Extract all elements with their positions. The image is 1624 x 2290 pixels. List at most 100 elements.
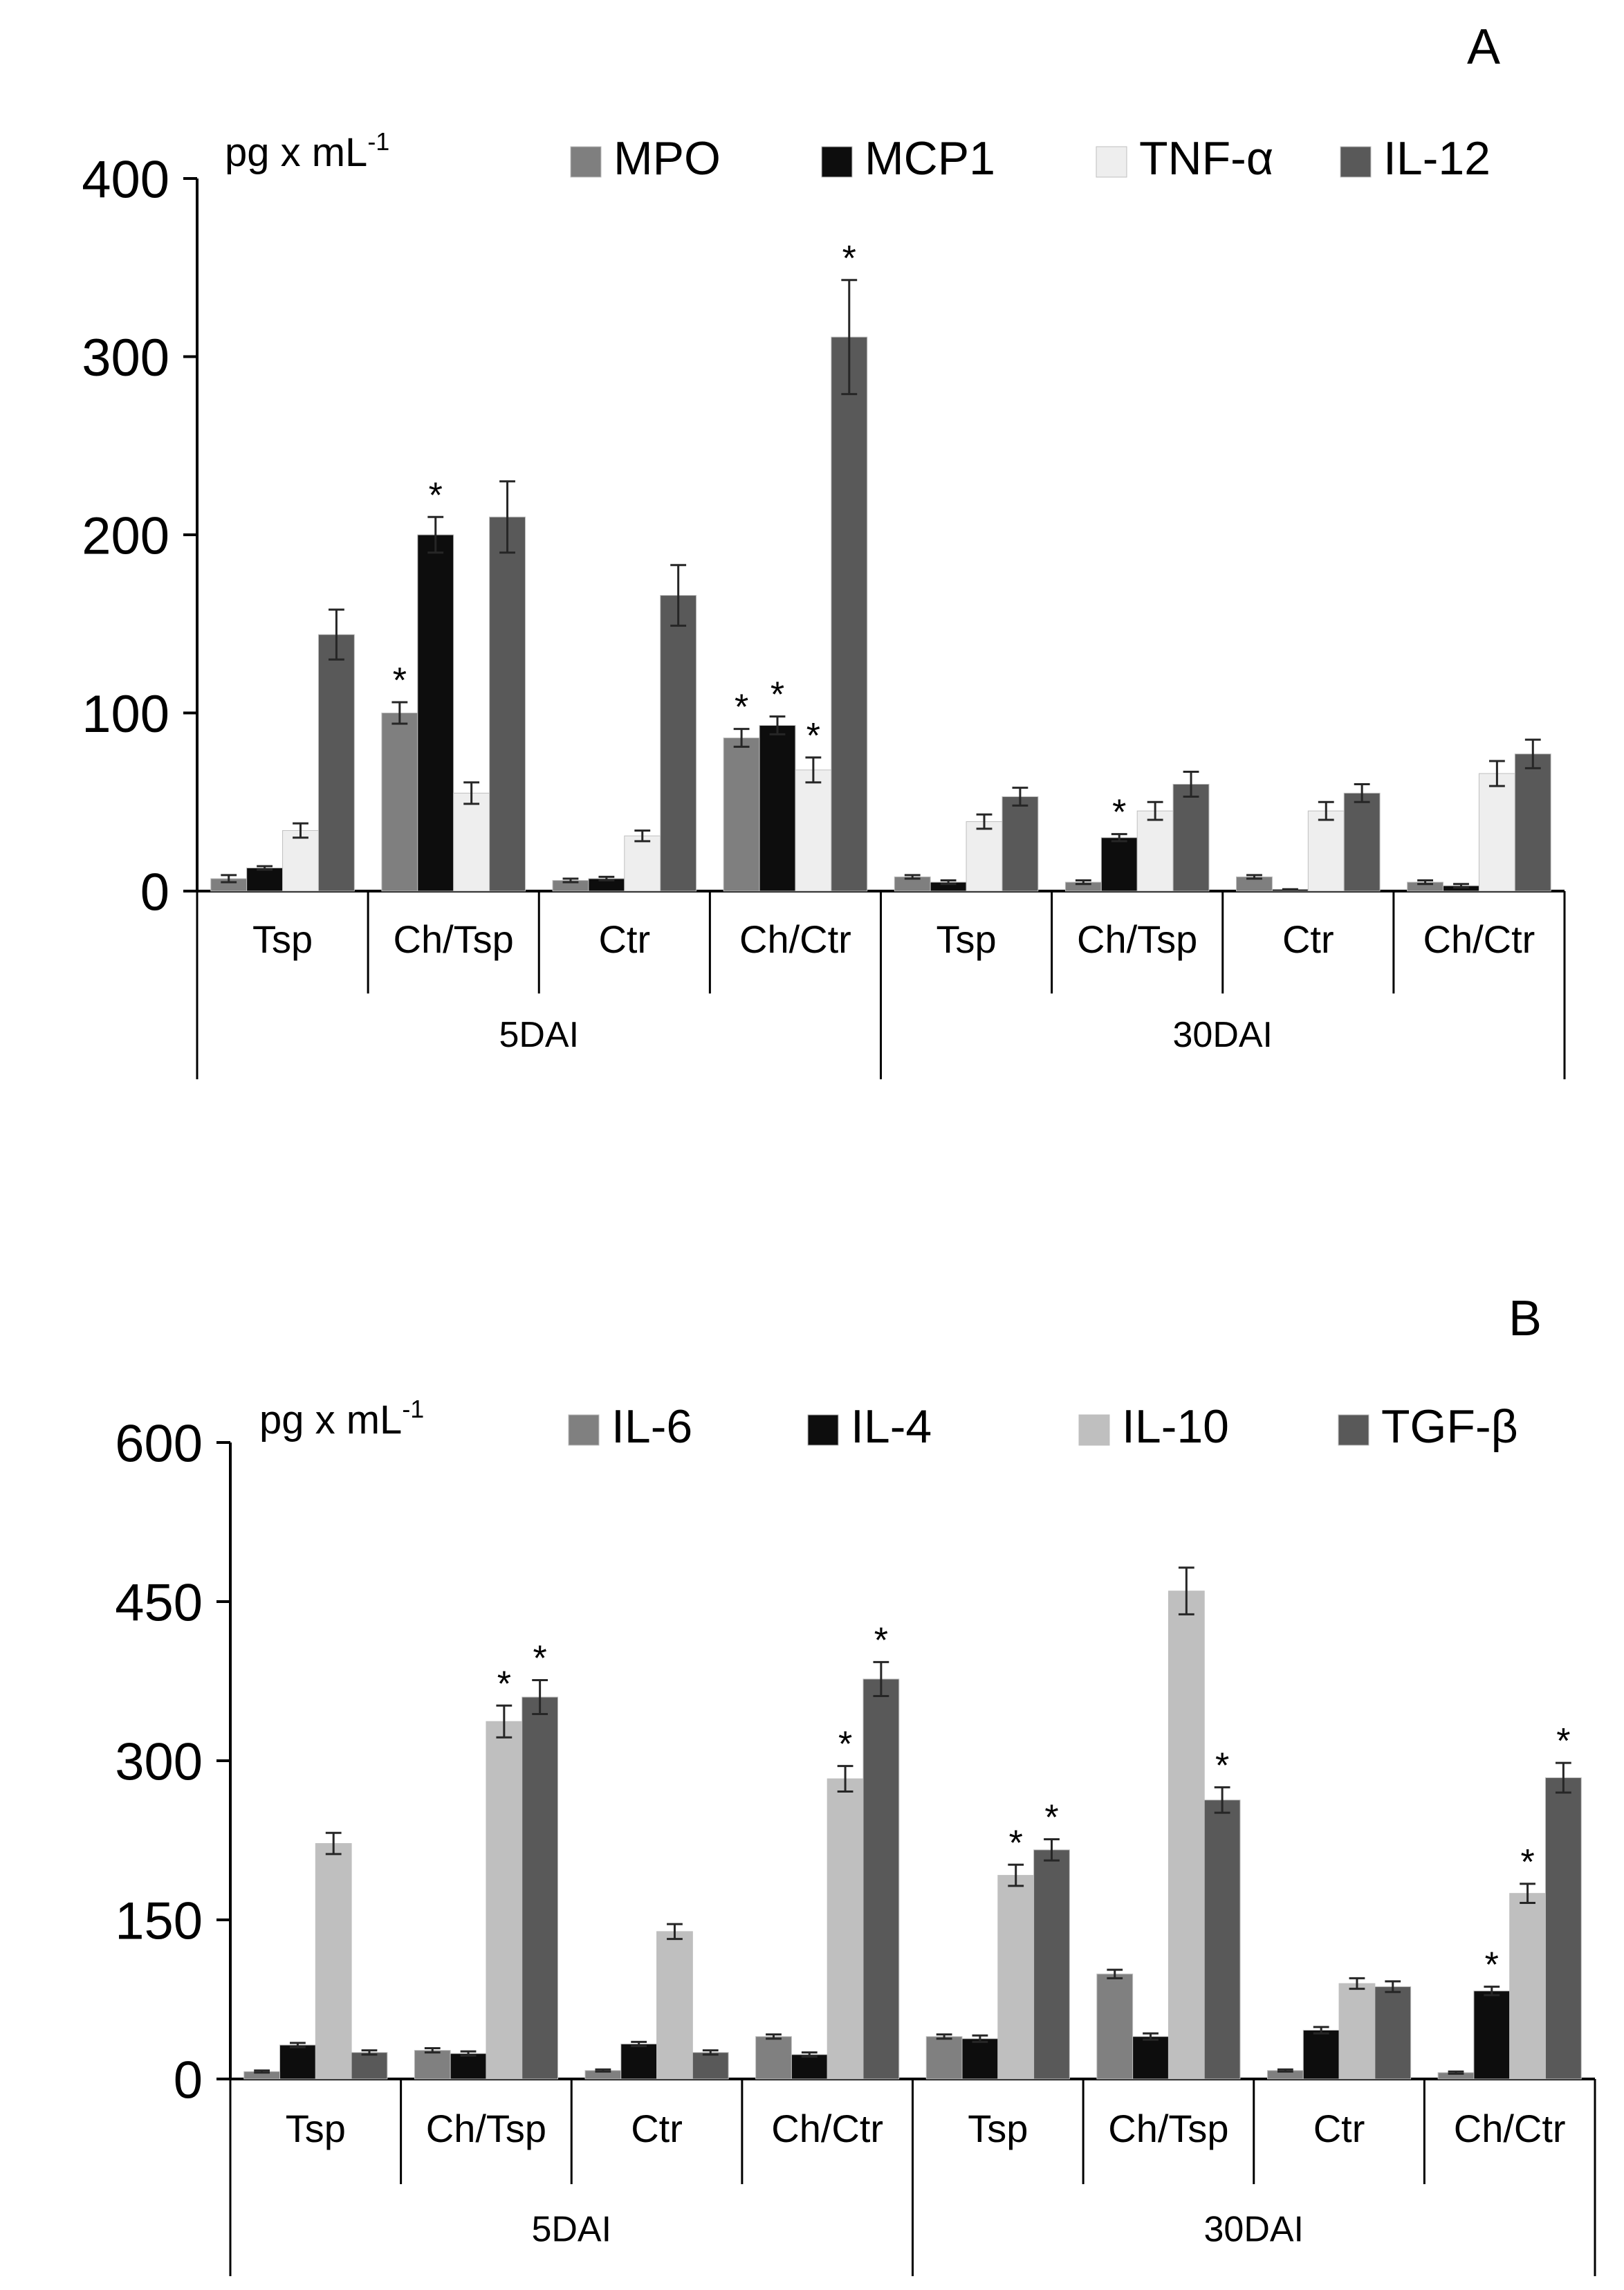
significance-marker: * <box>1556 1721 1570 1761</box>
significance-marker: * <box>1520 1842 1534 1883</box>
bar <box>997 1875 1035 2080</box>
legend-swatch <box>807 1414 839 1446</box>
bar <box>862 1678 900 2080</box>
bar <box>414 2050 451 2080</box>
category-label: Ch/Tsp <box>394 917 514 961</box>
bar <box>1544 1777 1582 2080</box>
significance-marker: * <box>842 239 856 279</box>
bar <box>1132 2036 1169 2080</box>
legend-swatch <box>570 146 602 178</box>
bar <box>450 2053 487 2080</box>
bar <box>351 2052 388 2080</box>
legend-swatch <box>1340 146 1372 178</box>
bar <box>656 1931 693 2080</box>
bar <box>831 336 868 892</box>
y-tick-label: 100 <box>82 685 169 744</box>
category-label: Ch/Ctr <box>1454 2107 1566 2150</box>
y-tick-label: 300 <box>115 1732 203 1791</box>
category-label: Ctr <box>598 917 650 961</box>
bar <box>692 2052 729 2080</box>
bar <box>925 2036 963 2080</box>
y-unit-label: pg x mL-1 <box>259 1395 424 1442</box>
y-tick-label: 400 <box>82 150 169 209</box>
legend-label: IL-10 <box>1122 1400 1229 1453</box>
bar <box>1136 810 1174 892</box>
category-label: Tsp <box>968 2107 1028 2150</box>
significance-marker: * <box>1215 1746 1229 1786</box>
significance-marker: * <box>838 1725 852 1765</box>
bar <box>624 835 661 892</box>
bar <box>1096 1973 1134 2080</box>
category-label: Ctr <box>1282 917 1334 961</box>
category-label: Tsp <box>252 917 313 961</box>
category-label: Ch/Tsp <box>1108 2107 1228 2150</box>
bar <box>1172 784 1210 892</box>
bar <box>1509 1893 1546 2080</box>
category-label: Ch/Ctr <box>739 917 851 961</box>
bar <box>1168 1591 1205 2080</box>
legend-swatch <box>1078 1414 1110 1446</box>
bar <box>1338 1983 1376 2080</box>
legend-swatch <box>1096 146 1127 178</box>
significance-marker: * <box>874 1620 888 1660</box>
bar <box>966 821 1003 892</box>
legend-label: IL-12 <box>1383 132 1491 185</box>
bar <box>961 2038 999 2080</box>
panel-label: B <box>1508 1291 1542 1346</box>
y-tick-label: 600 <box>115 1414 203 1473</box>
legend-label: TNF-α <box>1139 132 1273 185</box>
significance-marker: * <box>497 1664 511 1704</box>
bar <box>1343 792 1381 892</box>
bar <box>1002 796 1039 892</box>
legend-label: IL-4 <box>851 1400 932 1453</box>
bar <box>522 1696 559 2080</box>
significance-marker: * <box>533 1638 546 1678</box>
legend-label: MCP1 <box>865 132 995 185</box>
bar <box>1203 1799 1241 2080</box>
category-label: Ch/Tsp <box>426 2107 546 2150</box>
bar <box>453 792 490 892</box>
bar <box>1033 1849 1070 2080</box>
bar <box>486 1721 523 2080</box>
significance-marker: * <box>1009 1823 1023 1863</box>
bar <box>279 2044 316 2080</box>
legend-swatch <box>821 146 853 178</box>
bar <box>755 2036 792 2080</box>
category-label: Ctr <box>631 2107 683 2150</box>
y-unit-exponent: -1 <box>367 127 389 156</box>
bar <box>1302 2029 1340 2080</box>
bar <box>417 534 454 892</box>
group-label: 5DAI <box>499 1015 579 1055</box>
bar <box>1514 753 1551 892</box>
y-unit-main: pg x mL <box>259 1398 402 1442</box>
category-label: Tsp <box>936 917 996 961</box>
bar <box>1473 1990 1511 2080</box>
significance-marker: * <box>735 688 748 728</box>
group-label: 5DAI <box>531 2209 611 2249</box>
bar <box>723 738 760 892</box>
significance-marker: * <box>429 475 443 515</box>
y-tick-label: 0 <box>140 863 169 922</box>
panel-label: A <box>1467 19 1500 75</box>
bar <box>282 830 319 892</box>
y-tick-label: 450 <box>115 1573 203 1632</box>
bar <box>620 2043 658 2080</box>
group-label: 30DAI <box>1203 2209 1304 2249</box>
bar <box>827 1778 864 2080</box>
bar <box>759 725 796 892</box>
significance-marker: * <box>1485 1945 1499 1986</box>
y-unit-label: pg x mL-1 <box>225 127 389 175</box>
chart-panel-a: 0 100 200 300 400 Tsp Ch/Tsp Ctr Ch/Ctr Tsp Ch/Tsp… <box>82 19 1566 1079</box>
bar <box>317 634 355 892</box>
category-label: Ctr <box>1313 2107 1365 2150</box>
bar <box>1478 773 1515 892</box>
bar <box>1374 1986 1412 2080</box>
y-tick-label: 200 <box>82 506 169 565</box>
significance-marker: * <box>1112 793 1126 833</box>
bar <box>795 769 832 892</box>
y-unit-main: pg x mL <box>225 130 367 175</box>
chart-panel-b: 0 150 300 450 600 Tsp Ch/Tsp Ctr Ch/Ctr Tsp Ch/Tsp… <box>115 1291 1596 2276</box>
bar <box>489 516 526 892</box>
bar <box>381 713 418 892</box>
